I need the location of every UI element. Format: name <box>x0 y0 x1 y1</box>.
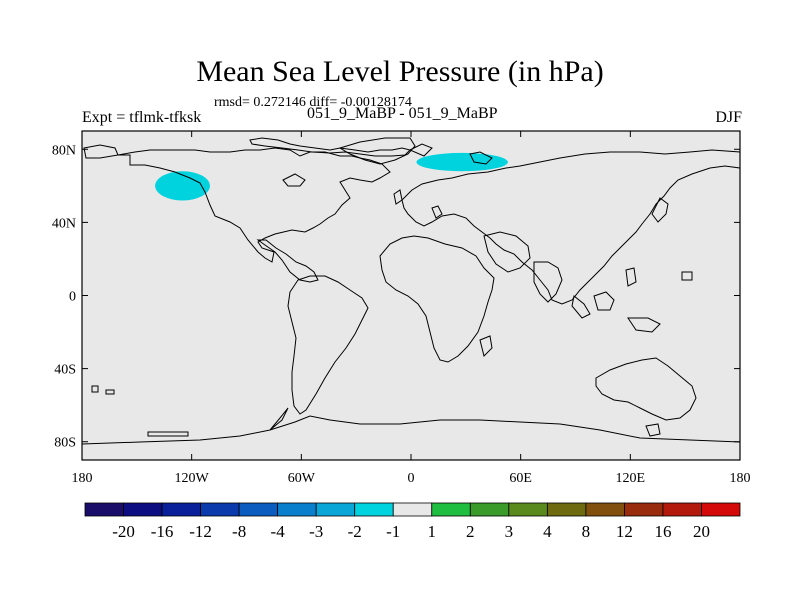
coast-south-america <box>287 275 369 415</box>
colorbar-label: -3 <box>309 522 323 541</box>
colorbar-swatch <box>624 502 664 517</box>
anomaly-barents-kara-low <box>416 152 508 172</box>
stats-label: rmsd= 0.272146 diff= -0.00128174 <box>214 95 412 110</box>
coast-japan <box>651 197 669 223</box>
colorbar-swatch <box>277 502 317 517</box>
anomaly-layer <box>155 152 508 201</box>
axis-ticks: 180 120W 60W 0 60E 120E 180 80N 40N 0 40S 80S <box>52 131 751 486</box>
coast-greenland <box>338 137 416 165</box>
coast-africa <box>379 235 495 363</box>
coast-svalbard <box>408 143 433 157</box>
coast-sumatra <box>571 295 591 319</box>
colorbar-swatch <box>200 502 240 517</box>
colorbar-label: -8 <box>232 522 246 541</box>
comparison-label: 051_9_MaBP - 051_9_MaBP <box>307 105 498 122</box>
coast-alaska-west <box>83 144 119 159</box>
season-label: DJF <box>715 109 742 126</box>
coast-australia <box>595 357 697 421</box>
y-tick-label: 80S <box>54 436 76 451</box>
x-tick-label: 60W <box>288 471 316 486</box>
coast-india <box>533 261 563 303</box>
colorbar-swatch <box>354 502 394 517</box>
coast-borneo <box>593 291 615 311</box>
y-tick-label: 80N <box>52 143 76 158</box>
x-tick-label: 180 <box>730 471 751 486</box>
colorbar-label: 8 <box>582 522 591 541</box>
coast-philippines <box>625 267 637 287</box>
coast-novaya-zemlya <box>469 151 493 165</box>
colorbar-label: 1 <box>428 522 437 541</box>
experiment-label: Expt = tflmk-tfksk <box>82 109 202 126</box>
coast-uk <box>393 189 403 205</box>
colorbar-swatch <box>431 502 471 517</box>
coast-north-america <box>117 147 391 263</box>
colorbar-label: -12 <box>189 522 212 541</box>
coast-arctic-islands <box>249 137 411 157</box>
colorbar-swatch <box>84 502 124 517</box>
colorbar-swatch <box>469 502 510 517</box>
colorbar: -20 -16 -12 -8 -4 -3 -2 -1 1 2 3 4 8 12 16 20 <box>84 502 741 541</box>
x-tick-label: 180 <box>72 471 93 486</box>
x-tick-label: 60E <box>509 471 532 486</box>
x-tick-label: 120E <box>616 471 646 486</box>
colorbar-label: 12 <box>616 522 633 541</box>
colorbar-label: -4 <box>271 522 286 541</box>
colorbar-label: 4 <box>543 522 552 541</box>
coast-subantarctic-isle-2 <box>105 389 115 395</box>
coast-madagascar <box>479 335 493 357</box>
colorbar-label: -1 <box>386 522 400 541</box>
chart-title: Mean Sea Level Pressure (in hPa) <box>196 55 604 88</box>
colorbar-label: 20 <box>693 522 710 541</box>
colorbar-swatch <box>662 502 702 517</box>
colorbar-swatch <box>238 502 279 517</box>
coast-subantarctic-isle <box>91 385 99 393</box>
coast-tasmania <box>645 423 661 437</box>
colorbar-label: 2 <box>466 522 475 541</box>
coast-arabia <box>483 231 531 273</box>
colorbar-swatch <box>161 502 201 517</box>
colorbar-label: -20 <box>112 522 135 541</box>
colorbar-swatch <box>315 502 356 517</box>
colorbar-label: -16 <box>151 522 174 541</box>
colorbar-label: 16 <box>654 522 671 541</box>
colorbar-swatch <box>546 502 587 517</box>
coast-ross-shelf <box>147 431 189 437</box>
colorbar-swatch <box>392 502 433 517</box>
colorbar-swatch <box>701 502 741 517</box>
colorbar-swatch <box>508 502 548 517</box>
coast-hudson-island <box>282 173 306 187</box>
colorbar-label: 3 <box>505 522 514 541</box>
y-tick-label: 40N <box>52 216 76 231</box>
colorbar-swatch <box>123 502 163 517</box>
x-tick-label: 120W <box>175 471 210 486</box>
coast-eurasia <box>401 149 741 305</box>
coast-antarctic-peninsula <box>269 407 289 431</box>
y-tick-label: 0 <box>69 290 76 305</box>
coast-antarctica <box>81 415 741 445</box>
y-tick-label: 40S <box>54 363 76 378</box>
anomaly-north-pacific-low <box>155 171 210 201</box>
coast-new-guinea <box>627 317 661 333</box>
coast-central-america <box>256 239 319 283</box>
colorbar-label: -2 <box>348 522 362 541</box>
coast-pacific-isle <box>681 271 693 281</box>
coast-italy <box>431 205 443 219</box>
x-tick-label: 0 <box>408 471 415 486</box>
coastlines <box>81 137 741 445</box>
colorbar-swatch <box>585 502 625 517</box>
